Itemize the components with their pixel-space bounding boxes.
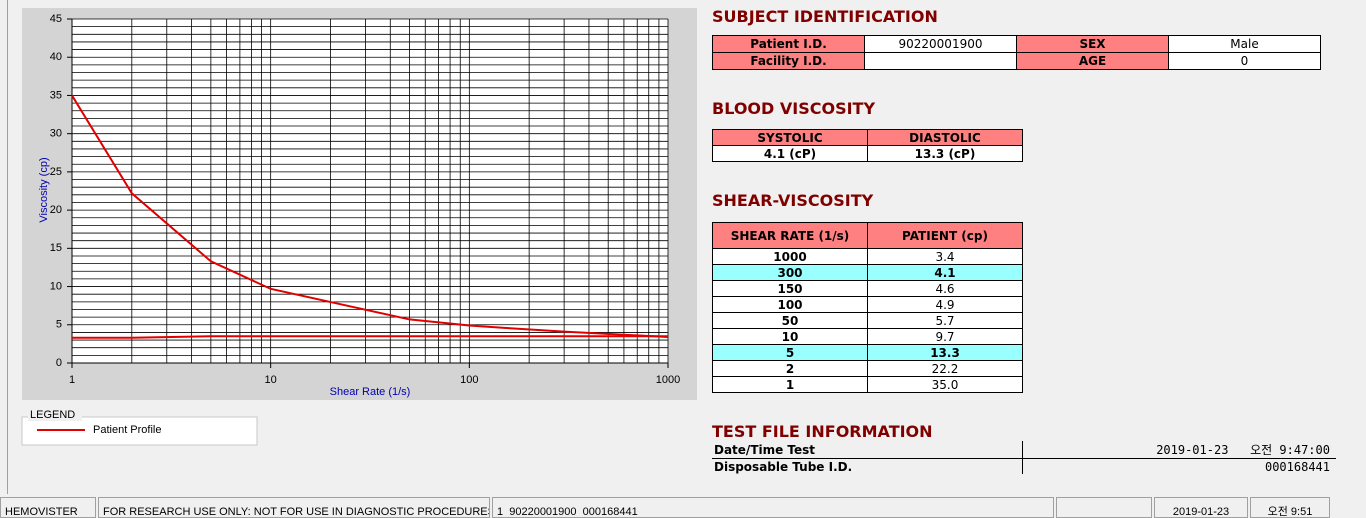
y-tick-label: 40 (50, 51, 62, 63)
status-field: 오전 9:51 (1250, 497, 1330, 518)
blood-table: SYSTOLIC DIASTOLIC 4.1 (cP) 13.3 (cP) (712, 129, 1023, 162)
field-label: Facility I.D. (712, 52, 865, 70)
field-value: 90220001900 (864, 35, 1017, 53)
y-tick-label: 25 (50, 166, 62, 178)
table-cell: 3.4 (867, 248, 1023, 265)
table-row: 1 35.0 (712, 376, 1023, 393)
field-value: Male (1168, 35, 1321, 53)
x-tick-label: 10 (265, 374, 277, 386)
table-row: 10 9.7 (712, 328, 1023, 345)
field-label: Disposable Tube I.D. (712, 458, 1023, 475)
table-cell: 150 (712, 280, 868, 297)
column-header: DIASTOLIC (867, 129, 1023, 146)
field-label: SEX (1016, 35, 1169, 53)
window-edge (7, 0, 8, 494)
shear-table: SHEAR RATE (1/s) PATIENT (cp) 1000 3.4 300 4.… (712, 222, 1023, 393)
table-cell: 9.7 (867, 328, 1023, 345)
status-field: FOR RESEARCH USE ONLY: NOT FOR USE IN DI… (98, 497, 490, 518)
section-title: SUBJECT IDENTIFICATION (712, 7, 938, 26)
x-tick-label: 1000 (656, 374, 680, 386)
legend-title: LEGEND (30, 409, 75, 421)
testfile-table: Date/Time Test 2019-01-23 오전 9:47:00 Dispo… (712, 440, 1337, 475)
table-cell: 5.7 (867, 312, 1023, 329)
y-tick-label: 30 (50, 128, 62, 140)
table-cell: 10 (712, 328, 868, 345)
section-title: SHEAR-VISCOSITY (712, 191, 874, 210)
y-axis-label: Viscosity (cp) (38, 157, 50, 222)
table-cell: 4.9 (867, 296, 1023, 313)
x-tick-label: 1 (69, 374, 75, 386)
table-row: 5 13.3 (712, 344, 1023, 361)
table-cell: 22.2 (867, 360, 1023, 377)
x-axis-label: Shear Rate (1/s) (330, 386, 411, 398)
column-header: SHEAR RATE (1/s) (712, 222, 868, 249)
field-value: 000168441 (1022, 458, 1337, 475)
table-cell: 35.0 (867, 376, 1023, 393)
x-tick-label: 100 (460, 374, 478, 386)
table-row: Facility I.D. AGE 0 (712, 52, 1321, 70)
table-row: SYSTOLIC DIASTOLIC (712, 129, 1023, 146)
y-tick-label: 20 (50, 204, 62, 216)
table-row: Patient I.D. 90220001900 SEX Male (712, 35, 1321, 53)
y-tick-label: 35 (50, 89, 62, 101)
table-row: 50 5.7 (712, 312, 1023, 329)
field-label: Patient I.D. (712, 35, 865, 53)
y-tick-label: 10 (50, 280, 62, 292)
chart: Shear Rate (1/s) Viscosity (cp) LEGEND 0… (21, 8, 697, 446)
field-label: AGE (1016, 52, 1169, 70)
table-row: 100 4.9 (712, 296, 1023, 313)
field-value: 2019-01-23 오전 9:47:00 (1022, 440, 1337, 459)
table-cell: 2 (712, 360, 868, 377)
table-cell: 4.6 (867, 280, 1023, 297)
plot-area (72, 19, 668, 363)
table-cell: 5 (712, 344, 868, 361)
y-tick-label: 15 (50, 242, 62, 254)
value-cell: 13.3 (cP) (867, 145, 1023, 162)
status-field: 1 90220001900 000168441 (492, 497, 1054, 518)
series-line (71, 94, 669, 339)
table-row: SHEAR RATE (1/s) PATIENT (cp) (712, 222, 1023, 249)
series-line (72, 335, 668, 339)
field-label: Date/Time Test (712, 440, 1023, 459)
field-value (864, 52, 1017, 70)
table-cell: 100 (712, 296, 868, 313)
table-row: 2 22.2 (712, 360, 1023, 377)
section-title: BLOOD VISCOSITY (712, 99, 876, 118)
legend-title-bg (28, 409, 82, 421)
subject-table: Patient I.D. 90220001900 SEX Male Facility I… (712, 35, 1321, 70)
table-cell: 1 (712, 376, 868, 393)
table-row: Disposable Tube I.D. 000168441 (712, 458, 1337, 475)
status-field (1056, 497, 1152, 518)
y-tick-label: 5 (56, 319, 62, 331)
status-field: 2019-01-23 (1154, 497, 1248, 518)
table-cell: 1000 (712, 248, 868, 265)
table-row: 4.1 (cP) 13.3 (cP) (712, 145, 1023, 162)
table-cell: 50 (712, 312, 868, 329)
table-cell: 4.1 (867, 264, 1023, 281)
table-row: Date/Time Test 2019-01-23 오전 9:47:00 (712, 440, 1337, 459)
table-row: 300 4.1 (712, 264, 1023, 281)
table-row: 150 4.6 (712, 280, 1023, 297)
status-field: HEMOVISTER (0, 497, 96, 518)
column-header: PATIENT (cp) (867, 222, 1023, 249)
table-row: 1000 3.4 (712, 248, 1023, 265)
y-tick-label: 45 (50, 13, 62, 25)
table-cell: 300 (712, 264, 868, 281)
table-cell: 13.3 (867, 344, 1023, 361)
section-title: TEST FILE INFORMATION (712, 422, 933, 441)
value-cell: 4.1 (cP) (712, 145, 868, 162)
column-header: SYSTOLIC (712, 129, 868, 146)
field-value: 0 (1168, 52, 1321, 70)
y-tick-label: 0 (56, 357, 62, 369)
legend-label: Patient Profile (93, 424, 161, 436)
